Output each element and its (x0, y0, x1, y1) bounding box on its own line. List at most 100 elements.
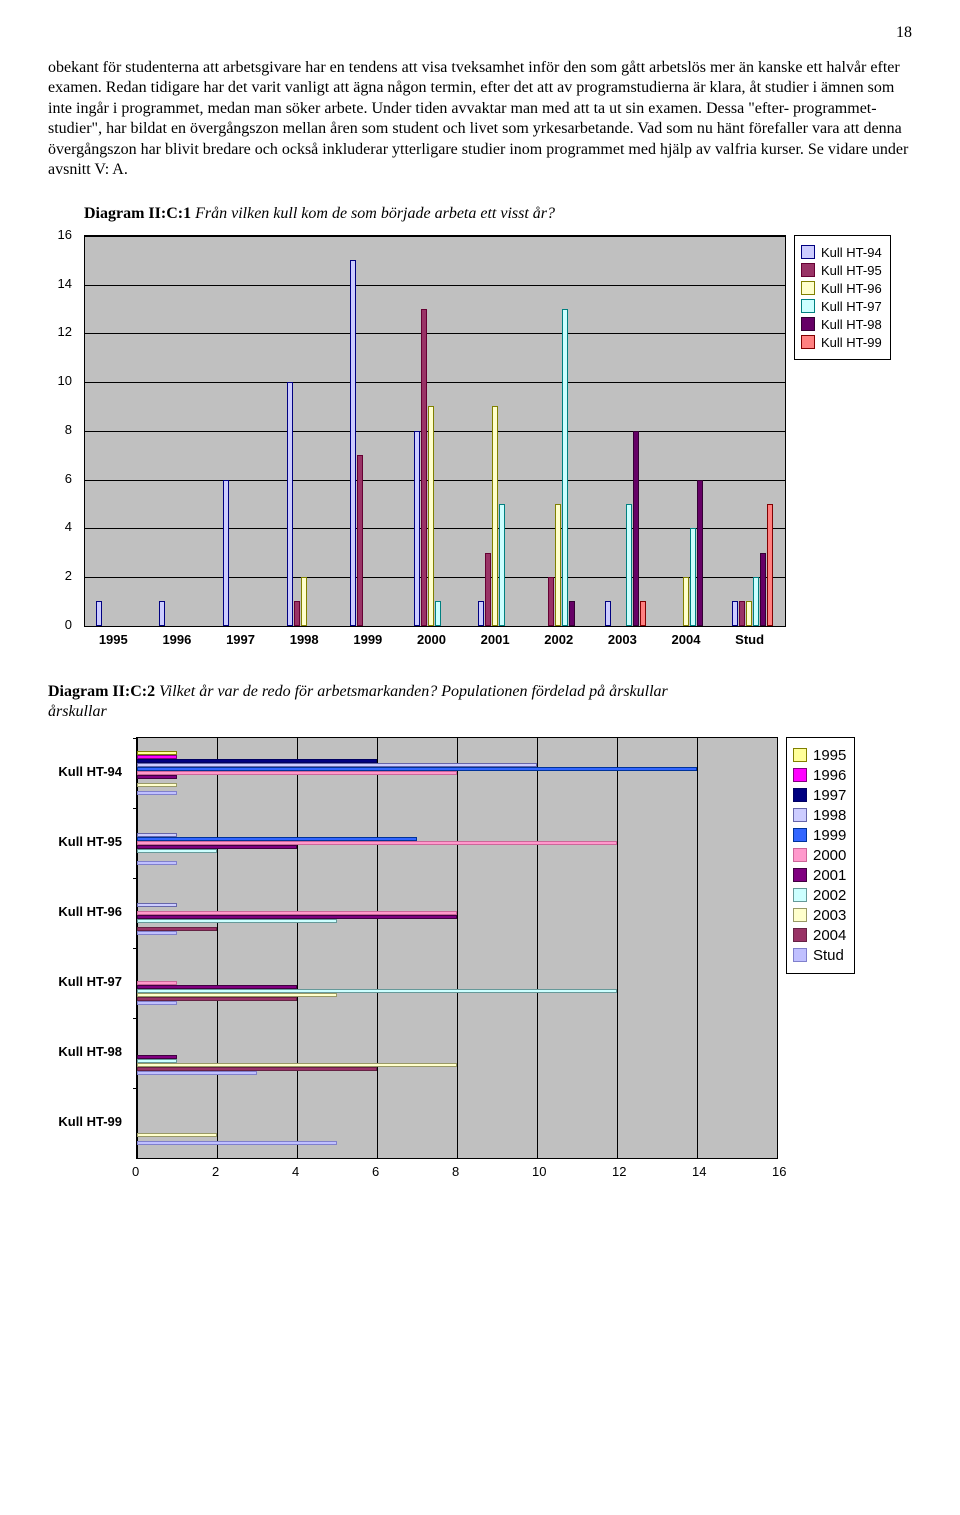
chart1-bar (683, 577, 689, 626)
chart2-legend-item: 1995 (793, 747, 846, 764)
chart2-y-tick: Kull HT-96 (58, 904, 122, 919)
chart2-y-tick: Kull HT-99 (58, 1114, 122, 1129)
chart1-y-tick: 2 (65, 568, 72, 583)
chart2-x-tick: 6 (372, 1164, 379, 1179)
chart2-bar (137, 919, 337, 923)
chart2-bar (137, 849, 217, 853)
chart1-bar (753, 577, 759, 626)
chart2-legend: 1995199619971998199920002001200220032004… (786, 737, 855, 974)
chart2-y-tick: Kull HT-94 (58, 764, 122, 779)
chart1-x-tick: 1995 (99, 632, 128, 647)
chart2-x-tick: 4 (292, 1164, 299, 1179)
chart2-legend-item: Stud (793, 947, 846, 964)
chart2-bar (137, 1071, 257, 1075)
chart2-x-tick: 12 (612, 1164, 626, 1179)
chart1-bar (357, 455, 363, 626)
chart1-x-tick: 2000 (417, 632, 446, 647)
chart2-bar (137, 861, 177, 865)
chart1-bar (301, 577, 307, 626)
chart1-bar (350, 260, 356, 626)
chart1-bar (569, 601, 575, 625)
chart1-bar (640, 601, 646, 625)
chart1-bar (548, 577, 554, 626)
chart1-y-tick: 14 (58, 276, 72, 291)
chart2-y-tick: Kull HT-97 (58, 974, 122, 989)
chart1-bar (294, 601, 300, 625)
chart2-legend-item: 1998 (793, 807, 846, 824)
chart1-bar (767, 504, 773, 626)
chart1-legend-item: Kull HT-94 (801, 245, 882, 260)
chart2-bar (137, 1001, 177, 1005)
chart2-bar (137, 931, 177, 935)
chart2-bar (137, 771, 457, 775)
chart1-y-tick: 10 (58, 373, 72, 388)
chart1-bar (732, 601, 738, 625)
chart1-bar (499, 504, 505, 626)
chart2-x-tick: 10 (532, 1164, 546, 1179)
chart2-bar (137, 1141, 337, 1145)
chart1-bar (760, 553, 766, 626)
chart1-legend-item: Kull HT-98 (801, 317, 882, 332)
chart2-legend-item: 2004 (793, 927, 846, 944)
chart2-title-bold: Diagram II:C:2 (48, 683, 155, 700)
chart2-legend-item: 2003 (793, 907, 846, 924)
chart2-plot: 0246810121416 (136, 737, 778, 1159)
chart2-legend-item: 1996 (793, 767, 846, 784)
chart1-bar (287, 382, 293, 626)
chart2-bar (137, 783, 177, 787)
chart1-bar (746, 601, 752, 625)
chart2-x-tick: 0 (132, 1164, 139, 1179)
chart2-bar (137, 1133, 217, 1137)
chart2-x-tick: 14 (692, 1164, 706, 1179)
chart1-x-tick: 2003 (608, 632, 637, 647)
chart1-x-tick: 1998 (290, 632, 319, 647)
chart2-y-tick: Kull HT-98 (58, 1044, 122, 1059)
chart1-title-ital: Från vilken kull kom de som började arbe… (195, 205, 555, 222)
chart1-bar (690, 528, 696, 626)
chart2-legend-item: 1997 (793, 787, 846, 804)
chart1-bar (96, 601, 102, 625)
chart1-title: Diagram II:C:1 Från vilken kull kom de s… (84, 205, 912, 223)
chart1-bar (478, 601, 484, 625)
chart2-legend-item: 2001 (793, 867, 846, 884)
chart1-y-tick: 12 (58, 324, 72, 339)
chart1-bar (414, 431, 420, 626)
chart1-bar (605, 601, 611, 625)
chart1-y-tick: 0 (65, 617, 72, 632)
chart1-x-tick: 2002 (544, 632, 573, 647)
chart2-y-tick: Kull HT-95 (58, 834, 122, 849)
chart1-bar (739, 601, 745, 625)
chart1-y-tick: 4 (65, 519, 72, 534)
chart1-bar (697, 480, 703, 626)
chart1-x-tick: 2004 (672, 632, 701, 647)
chart1-y-tick: 16 (58, 227, 72, 242)
chart1-bar (421, 309, 427, 626)
chart1-x-tick: 1997 (226, 632, 255, 647)
chart2-legend-item: 1999 (793, 827, 846, 844)
chart1-x-tick: 1996 (162, 632, 191, 647)
chart1-bar (159, 601, 165, 625)
chart1: 0246810121416 19951996199719981999200020… (48, 235, 912, 655)
chart1-title-bold: Diagram II:C:1 (84, 205, 191, 222)
page-number: 18 (48, 24, 912, 42)
chart2-title: Diagram II:C:2 Vilket år var de redo för… (48, 683, 912, 701)
chart2-legend-item: 2000 (793, 847, 846, 864)
chart2-bar (137, 791, 177, 795)
chart2-title-ital: Vilket år var de redo för arbetsmarkande… (159, 683, 668, 700)
chart1-bar (562, 309, 568, 626)
chart1-x-tick: 1999 (353, 632, 382, 647)
chart1-legend-item: Kull HT-95 (801, 263, 882, 278)
chart1-bar (223, 480, 229, 626)
chart1-bar (485, 553, 491, 626)
chart1-bar (626, 504, 632, 626)
chart1-legend-item: Kull HT-97 (801, 299, 882, 314)
chart2-x-tick: 2 (212, 1164, 219, 1179)
chart1-x-tick: 2001 (481, 632, 510, 647)
body-paragraph: obekant för studenterna att arbetsgivare… (48, 58, 912, 181)
chart2-x-tick: 8 (452, 1164, 459, 1179)
chart1-legend-item: Kull HT-96 (801, 281, 882, 296)
chart2-bar (137, 903, 177, 907)
chart2: Kull HT-94 Kull HT-95 Kull HT-96 Kull HT-97… (48, 737, 912, 1187)
chart2-x-tick: 16 (772, 1164, 786, 1179)
chart1-x-tick: Stud (735, 632, 764, 647)
